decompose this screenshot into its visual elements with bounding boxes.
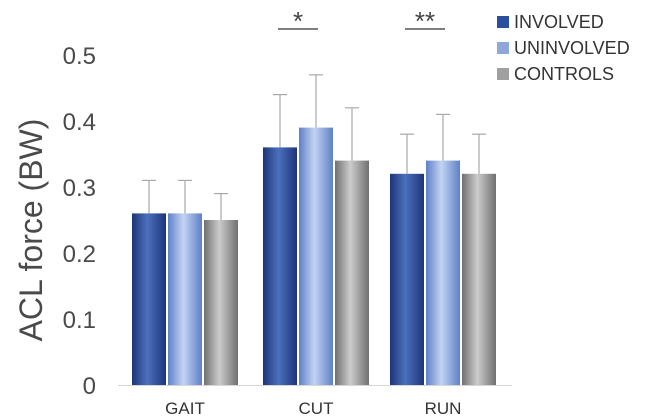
x-tick-label: RUN: [425, 399, 462, 418]
legend-swatch: [497, 16, 509, 28]
bar-controls-run: [462, 173, 496, 385]
y-tick-label: 0.3: [63, 175, 96, 202]
significance-marker: *: [293, 6, 303, 36]
y-tick-label: 0.4: [63, 109, 96, 136]
bar-uninvolved-gait: [168, 213, 202, 385]
legend-swatch: [497, 42, 509, 54]
significance-marker: **: [415, 6, 435, 36]
bar-involved-cut: [263, 147, 297, 385]
y-tick-label: 0.1: [63, 307, 96, 334]
bar-controls-gait: [204, 220, 238, 385]
bar-controls-cut: [335, 160, 369, 385]
bar-uninvolved-cut: [299, 127, 333, 385]
bar-involved-run: [390, 173, 424, 385]
legend-label: UNINVOLVED: [514, 38, 630, 58]
legend-swatch: [497, 68, 509, 80]
y-axis-title: ACL force (BW): [13, 119, 49, 342]
y-tick-label: 0.2: [63, 241, 96, 268]
bar-involved-gait: [132, 213, 166, 385]
x-tick-label: CUT: [299, 399, 334, 418]
legend-label: INVOLVED: [514, 12, 604, 32]
x-tick-label: GAIT: [165, 399, 205, 418]
legend-label: CONTROLS: [514, 64, 614, 84]
y-tick-label: 0: [83, 373, 96, 400]
bar-uninvolved-run: [426, 160, 460, 385]
y-tick-label: 0.5: [63, 43, 96, 70]
